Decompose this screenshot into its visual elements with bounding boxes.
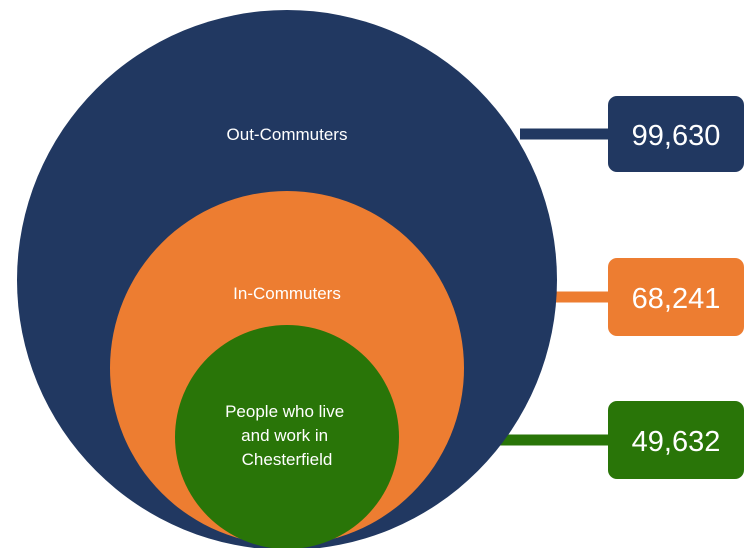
live-value-badge — [608, 401, 744, 479]
live-and-work-circle — [175, 325, 399, 548]
in-commuters-label: In-Commuters — [233, 284, 341, 303]
out-value-text: 99,630 — [632, 120, 721, 152]
out-commuters-label: Out-Commuters — [227, 125, 348, 144]
live-and-work-label: People who live and work in Chesterfield — [225, 402, 349, 469]
in-value-text: 68,241 — [632, 283, 721, 315]
out-value-badge — [608, 96, 744, 172]
live-value-text: 49,632 — [632, 426, 721, 458]
in-value-badge — [608, 258, 744, 336]
